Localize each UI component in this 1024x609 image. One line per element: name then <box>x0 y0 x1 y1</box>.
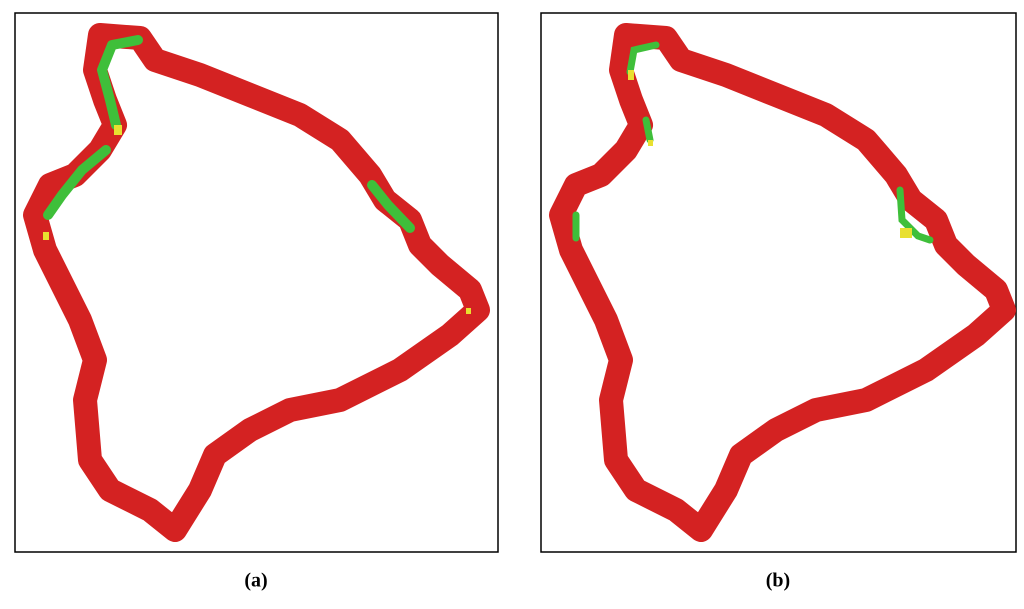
panel-b: (b) <box>540 12 1017 592</box>
panel-a: (a) <box>14 12 499 592</box>
yellow-zones <box>43 125 471 314</box>
panel-label: (a) <box>244 570 267 592</box>
green-zones <box>43 35 415 233</box>
panel-label: (b) <box>766 570 790 592</box>
yellow-zones <box>628 70 912 238</box>
